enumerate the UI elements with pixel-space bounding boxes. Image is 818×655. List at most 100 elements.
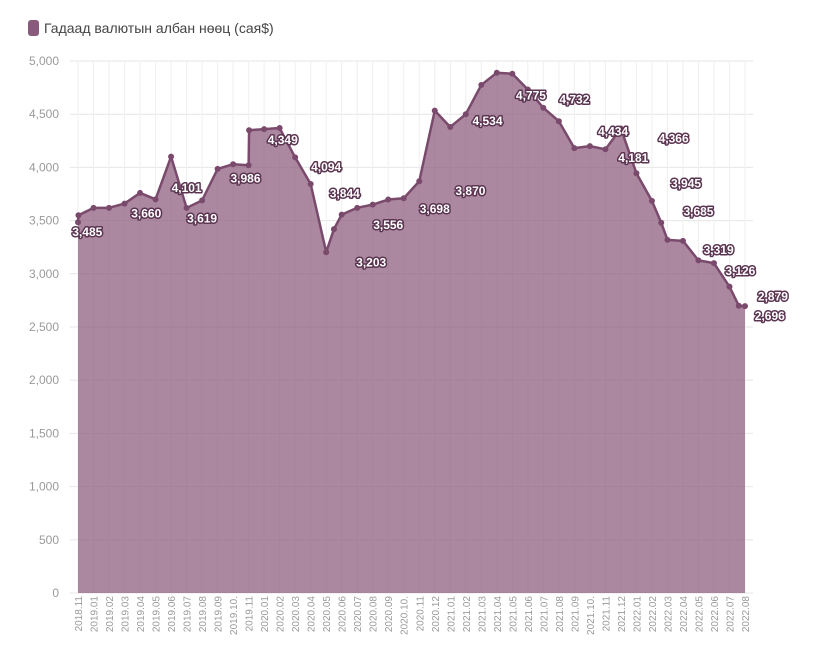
data-point [447,123,454,130]
data-point [106,204,113,211]
x-tick-label: 2022.01 [632,596,643,633]
data-point [230,161,237,168]
y-tick-label: 2,500 [29,320,59,334]
x-tick-label: 2020.12 [431,596,442,633]
data-point [245,162,252,169]
data-point [246,127,253,134]
data-labels: 3,485 3,660 4,101 3,619 3,986 4,349 4,094 3,844… [71,87,790,325]
data-label: 4,366 [659,131,689,145]
y-tick-label: 4,000 [29,160,59,174]
data-label: 3,844 [330,187,360,201]
x-tick-label: 2020.11 [415,596,426,632]
x-tick-label: 2020.06 [338,596,349,633]
y-tick-label: 1,000 [29,480,59,494]
data-point [416,178,423,185]
x-tick-label: 2021.07 [539,596,550,633]
data-point [462,111,469,118]
x-tick-label: 2019.04 [136,596,147,633]
data-label: 3,319 [704,243,734,257]
x-tick-label: 2021.04 [493,596,504,633]
data-point [664,236,671,243]
x-tick-label: 2020.03 [291,596,302,633]
data-label: 3,685 [683,204,713,218]
data-point [695,257,702,264]
data-point [742,303,748,310]
data-point [137,189,144,196]
y-tick-label: 4,500 [29,107,59,121]
data-label: 4,434 [598,124,628,138]
data-label: 3,126 [725,264,755,278]
x-tick-label: 2020.01 [260,596,271,633]
x-tick-label: 2020.09 [384,596,395,633]
data-label: 3,945 [671,177,701,191]
data-label: 4,094 [311,160,341,174]
y-tick-label: 1,500 [29,426,59,440]
data-point [121,200,128,207]
data-label: 4,534 [472,114,502,128]
data-point [369,201,376,208]
x-tick-label: 2018.11 [74,596,85,632]
data-point [276,125,283,132]
data-point [183,204,190,211]
data-point [555,118,562,125]
data-point [524,86,531,93]
legend-label: Гадаад валютын албан нөөц (сая$) [44,20,274,36]
x-tick-label: 2021.10. [586,596,597,635]
data-point [602,146,609,153]
x-tick-label: 2021.08 [555,596,566,633]
data-point [307,180,314,187]
x-tick-label: 2020.10. [400,596,411,635]
y-tick-label: 5,000 [29,54,59,68]
y-tick-label: 0 [52,586,59,600]
x-tick-label: 2022.02 [648,596,659,633]
x-tick-label: 2019.10. [229,596,240,635]
y-tick-label: 3,000 [29,267,59,281]
y-axis: 0 500 1,000 1,500 2,000 2,500 3,000 3,500 4,000 4… [29,54,59,600]
data-point [330,226,337,233]
data-label: 3,556 [373,218,403,232]
data-point [679,237,686,244]
data-label: 3,485 [72,225,102,239]
data-point [323,249,330,256]
data-label: 4,181 [618,151,648,165]
data-point [199,197,206,204]
y-tick-label: 3,500 [29,214,59,228]
x-tick-label: 2019.06 [167,596,178,633]
x-tick-label: 2019.09 [214,596,225,633]
data-point [168,153,175,160]
data-point [540,104,547,111]
x-tick-label: 2022.04 [679,596,690,633]
x-tick-label: 2020.04 [307,596,318,633]
data-point [617,125,624,132]
data-point [493,69,500,76]
data-point [735,302,742,309]
data-point [571,145,578,152]
data-label: 2,696 [755,309,785,323]
x-tick-label: 2021.11 [601,596,612,632]
data-label: 3,870 [455,184,485,198]
data-label: 4,775 [516,88,546,102]
x-tick-label: 2020.08 [369,596,380,633]
y-tick-label: 2,000 [29,373,59,387]
x-tick-label: 2022.05 [694,596,705,633]
data-label: 4,732 [559,93,589,107]
data-point [400,195,407,202]
x-tick-label: 2022.08 [741,596,752,633]
data-point [75,212,82,219]
data-point [586,143,593,150]
data-point [75,219,81,226]
data-label: 2,879 [758,289,788,303]
data-point [261,126,268,133]
x-tick-label: 2020.05 [322,596,333,633]
legend-swatch [28,20,39,36]
data-point [648,197,655,204]
data-label: 3,986 [231,171,261,185]
y-tick-label: 500 [39,533,59,547]
x-axis: 2018.11 2019.01 2019.02 2019.03 2019.04 2019.… [74,596,752,635]
x-tick-label: 2021.09 [570,596,581,633]
chart-legend: Гадаад валютын албан нөөц (сая$) [28,18,274,38]
x-tick-label: 2019.07 [183,596,194,633]
x-tick-label: 2019.03 [121,596,132,633]
x-tick-label: 2021.02 [462,596,473,633]
